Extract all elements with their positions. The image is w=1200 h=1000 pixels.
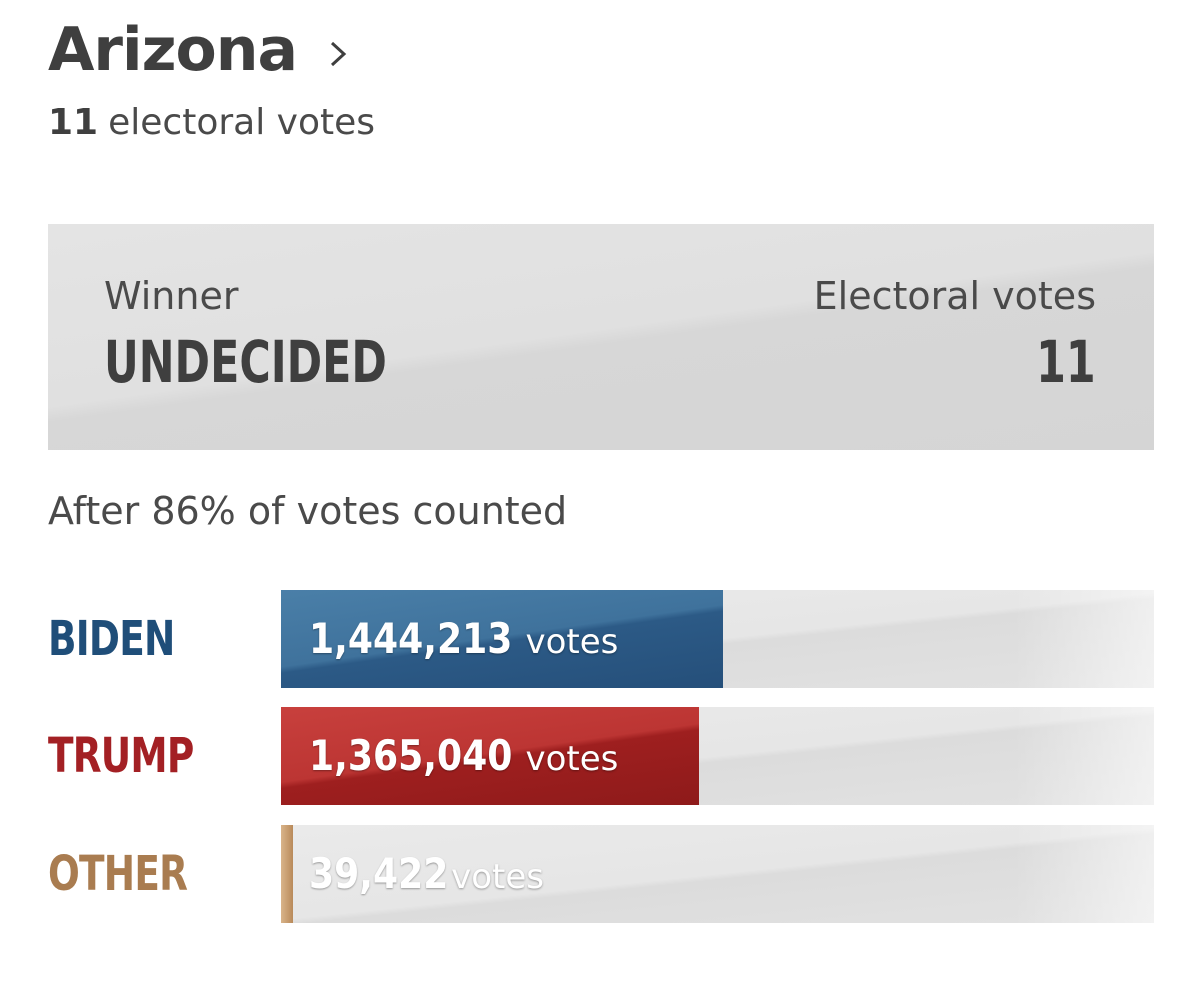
bar-biden [281,590,723,688]
vote-unit-trump: votes [525,739,619,779]
vote-unit-other: votes [451,857,544,897]
candidate-name-trump: TRUMP [48,728,194,784]
electoral-votes-count: 11 [48,102,99,143]
vote-unit-biden: votes [525,622,619,662]
vote-count-biden: 1,444,213 [309,614,513,663]
winner-label: Winner [104,274,239,318]
bar-label-trump: 1,365,040 votes [309,707,618,805]
candidate-row-other: OTHER 39,422votes [0,825,1200,923]
electoral-votes-value: 11 [1036,328,1096,396]
state-header[interactable]: Arizona [48,10,353,90]
state-title: Arizona [48,15,298,85]
votes-counted-status: After 86% of votes counted [48,489,568,533]
bar-other [281,825,293,923]
candidate-name-biden: BIDEN [48,611,175,667]
candidate-row-trump: TRUMP 1,365,040 votes [0,707,1200,805]
bar-track-other: 39,422votes [281,825,1154,923]
bar-track-biden: 1,444,213 votes [281,590,1154,688]
bar-track-trump: 1,365,040 votes [281,707,1154,805]
electoral-votes-label: Electoral votes [813,274,1096,318]
winner-value: UNDECIDED [104,328,387,396]
electoral-votes-text: electoral votes [108,102,375,143]
bar-label-biden: 1,444,213 votes [309,590,618,688]
vote-count-trump: 1,365,040 [309,731,513,780]
winner-panel: Winner UNDECIDED Electoral votes 11 [48,224,1154,450]
chevron-right-icon[interactable] [323,39,353,69]
bar-trump [281,707,699,805]
electoral-votes-subtitle: 11 electoral votes [48,98,375,148]
candidate-row-biden: BIDEN 1,444,213 votes [0,590,1200,688]
bar-label-other: 39,422votes [309,825,544,923]
candidate-name-other: OTHER [48,846,188,902]
vote-count-other: 39,422 [309,849,449,898]
